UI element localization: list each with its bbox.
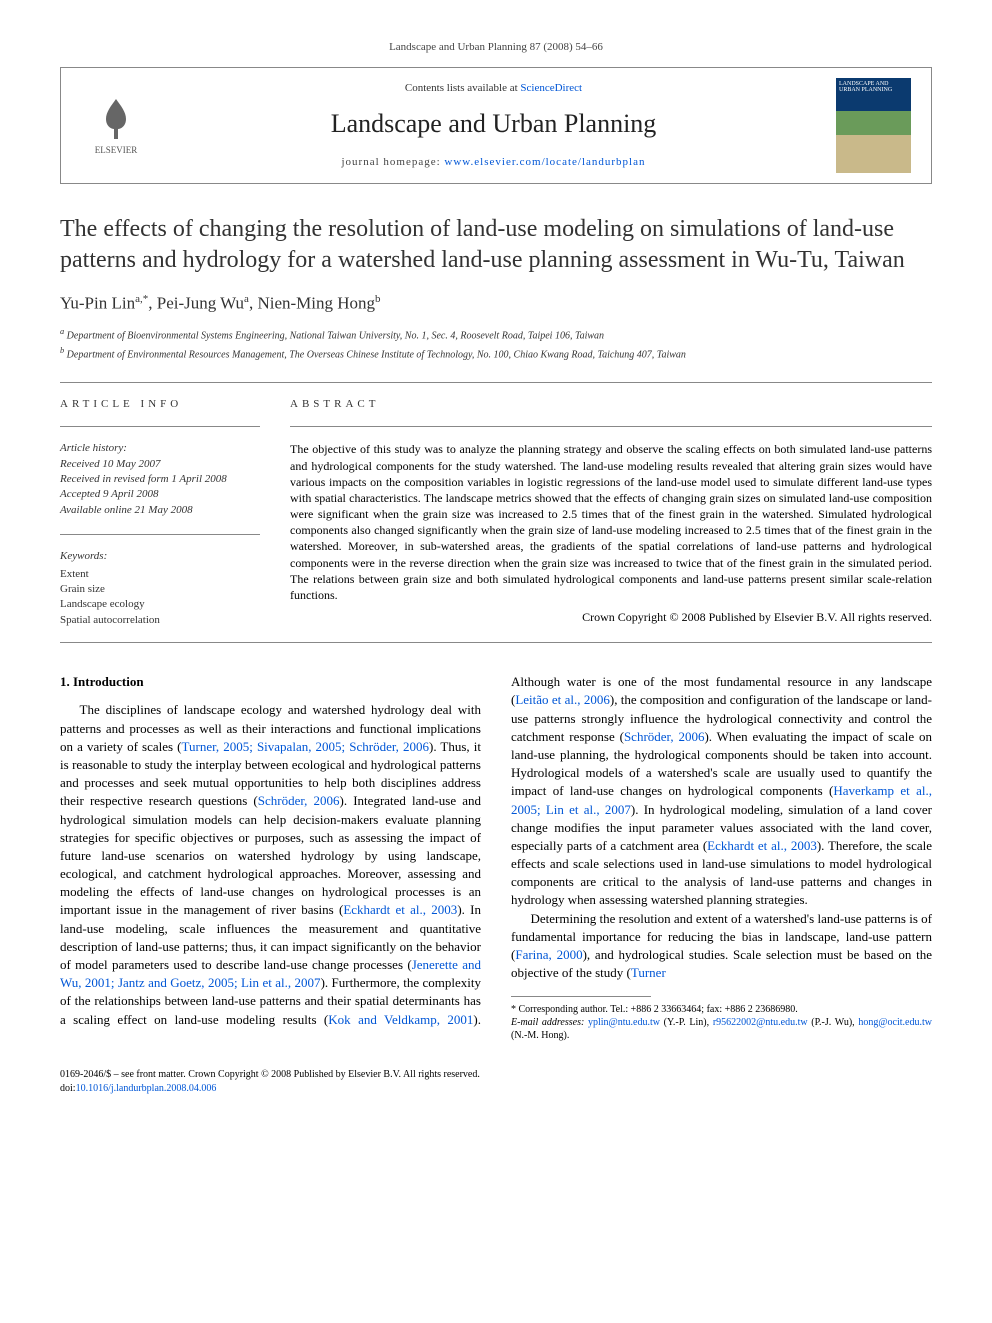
affiliations: a Department of Bioenvironmental Systems… (60, 326, 932, 363)
section-heading-1: 1. Introduction (60, 673, 481, 691)
affiliation-line: b Department of Environmental Resources … (60, 345, 932, 362)
article-info-label: ARTICLE INFO (60, 397, 260, 412)
keywords-label: Keywords: (60, 549, 260, 564)
citation-link[interactable]: Farina, 2000 (515, 947, 582, 962)
journal-cover-thumbnail: LANDSCAPE AND URBAN PLANNING (836, 78, 911, 173)
citation-link[interactable]: Leitão et al., 2006 (515, 692, 610, 707)
doi-link[interactable]: 10.1016/j.landurbplan.2008.04.006 (76, 1083, 217, 1094)
citation-link[interactable]: Schröder, 2006 (258, 793, 340, 808)
article-info-left: ARTICLE INFO Article history: Received 1… (60, 397, 260, 628)
footer-doi: doi:10.1016/j.landurbplan.2008.04.006 (60, 1082, 932, 1096)
cover-title: LANDSCAPE AND URBAN PLANNING (839, 81, 908, 94)
contents-prefix: Contents lists available at (405, 82, 520, 94)
contents-line: Contents lists available at ScienceDirec… (151, 81, 836, 96)
divider (60, 382, 932, 383)
authors: Yu-Pin Lina,*, Pei-Jung Wua, Nien-Ming H… (60, 292, 932, 316)
journal-header-box: ELSEVIER Contents lists available at Sci… (60, 67, 932, 184)
publisher-name: ELSEVIER (95, 144, 138, 156)
email-link[interactable]: hong@ocit.edu.tw (858, 1017, 932, 1028)
divider (60, 426, 260, 427)
corr-author-line: * Corresponding author. Tel.: +886 2 336… (511, 1003, 932, 1016)
abstract-column: ABSTRACT The objective of this study was… (290, 397, 932, 628)
email-link[interactable]: r95622002@ntu.edu.tw (713, 1017, 808, 1028)
history-label: Article history: (60, 441, 260, 456)
history-accepted: Accepted 9 April 2008 (60, 487, 260, 502)
keywords: Keywords: ExtentGrain sizeLandscape ecol… (60, 549, 260, 628)
article-title: The effects of changing the resolution o… (60, 214, 932, 276)
running-header: Landscape and Urban Planning 87 (2008) 5… (60, 40, 932, 55)
corresponding-footnote: * Corresponding author. Tel.: +886 2 336… (511, 1003, 932, 1042)
divider (60, 534, 260, 535)
citation-link[interactable]: Turner (631, 965, 666, 980)
abstract-label: ABSTRACT (290, 397, 932, 412)
divider (290, 426, 932, 427)
homepage-link[interactable]: www.elsevier.com/locate/landurbplan (444, 156, 645, 168)
journal-center: Contents lists available at ScienceDirec… (151, 81, 836, 170)
article-info-row: ARTICLE INFO Article history: Received 1… (60, 397, 932, 628)
keyword-item: Grain size (60, 582, 260, 597)
abstract-copyright: Crown Copyright © 2008 Published by Else… (290, 609, 932, 625)
body-paragraph: The disciplines of landscape ecology and… (60, 673, 932, 1042)
keyword-item: Spatial autocorrelation (60, 613, 260, 628)
keyword-item: Extent (60, 567, 260, 582)
affiliation-line: a Department of Bioenvironmental Systems… (60, 326, 932, 343)
email-link[interactable]: yplin@ntu.edu.tw (588, 1017, 660, 1028)
citation-link[interactable]: Eckhardt et al., 2003 (343, 902, 457, 917)
footnote-separator (511, 996, 651, 997)
journal-name: Landscape and Urban Planning (151, 106, 836, 141)
sciencedirect-link[interactable]: ScienceDirect (520, 82, 582, 94)
citation-link[interactable]: Schröder, 2006 (624, 729, 705, 744)
history-revised: Received in revised form 1 April 2008 (60, 472, 260, 487)
keyword-item: Landscape ecology (60, 597, 260, 612)
history-online: Available online 21 May 2008 (60, 503, 260, 518)
article-body: 1. Introduction The disciplines of lands… (60, 673, 932, 1042)
email-line: E-mail addresses: yplin@ntu.edu.tw (Y.-P… (511, 1016, 932, 1042)
citation-link[interactable]: Eckhardt et al., 2003 (707, 838, 817, 853)
page-footer: 0169-2046/$ – see front matter. Crown Co… (60, 1068, 932, 1096)
divider (60, 642, 932, 643)
elsevier-logo: ELSEVIER (81, 85, 151, 165)
body-paragraph: Determining the resolution and extent of… (511, 910, 932, 983)
history-received: Received 10 May 2007 (60, 457, 260, 472)
citation-link[interactable]: Turner, 2005; Sivapalan, 2005; Schröder,… (182, 739, 429, 754)
tree-icon (91, 94, 141, 144)
footer-copyright: 0169-2046/$ – see front matter. Crown Co… (60, 1068, 932, 1082)
abstract-text: The objective of this study was to analy… (290, 441, 932, 603)
article-history: Article history: Received 10 May 2007 Re… (60, 441, 260, 518)
homepage-line: journal homepage: www.elsevier.com/locat… (151, 155, 836, 170)
citation-link[interactable]: Kok and Veldkamp, 2001 (328, 1012, 473, 1027)
homepage-prefix: journal homepage: (342, 156, 445, 168)
